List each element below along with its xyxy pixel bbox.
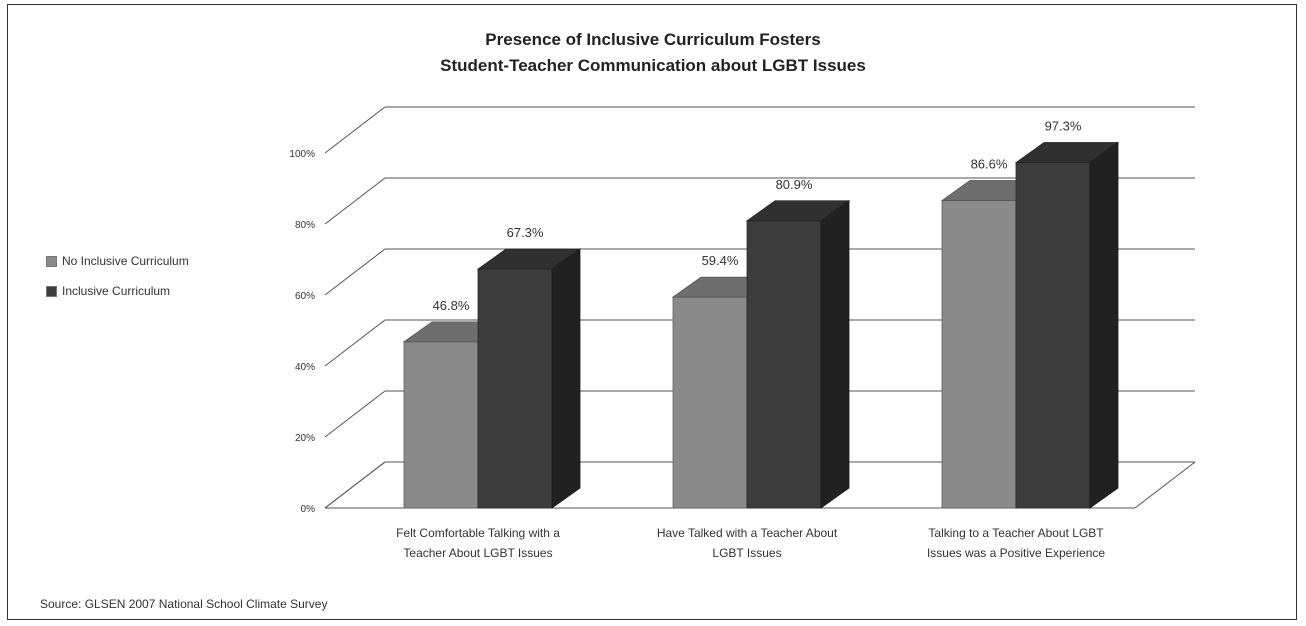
legend-swatch-inclusive: [46, 285, 57, 297]
bar-side: [820, 200, 850, 509]
legend-label-no-inclusive: No Inclusive Curriculum: [62, 254, 189, 268]
gridline-side: [324, 319, 386, 367]
bar-side: [551, 248, 581, 509]
gridline-side: [324, 390, 386, 438]
data-label: 86.6%: [971, 157, 1008, 172]
y-tick-label: 60%: [295, 291, 315, 302]
y-tick-label: 20%: [295, 433, 315, 444]
gridline-side: [324, 177, 386, 225]
floor-left-edge: [324, 461, 386, 509]
data-label: 46.8%: [433, 298, 470, 313]
x-category-label: Talking to a Teacher About LGBT Issues wa…: [927, 526, 1105, 560]
legend-item-no-inclusive: No Inclusive Curriculum: [46, 246, 189, 276]
x-category-label-line: Felt Comfortable Talking with a: [396, 526, 560, 540]
bar-front: [1015, 162, 1091, 509]
floor-right-edge: [1134, 461, 1196, 509]
legend: No Inclusive Curriculum Inclusive Curric…: [46, 246, 189, 306]
x-category-label: Felt Comfortable Talking with a Teacher A…: [396, 526, 560, 560]
y-tick-label: 0%: [301, 504, 316, 515]
bar-front: [672, 296, 748, 509]
x-category-label-line: Talking to a Teacher About LGBT: [928, 526, 1104, 540]
gridline-side: [324, 248, 386, 296]
x-category-label: Have Talked with a Teacher About LGBT Iss…: [657, 526, 838, 560]
x-category-label-line: Have Talked with a Teacher About: [657, 526, 838, 540]
x-category-label-line: Teacher About LGBT Issues: [403, 546, 552, 560]
bar-front: [477, 268, 553, 509]
chart-title-line-2: Student-Teacher Communication about LGBT…: [440, 56, 866, 75]
bar-front: [746, 220, 822, 509]
source-note: Source: GLSEN 2007 National School Clima…: [40, 597, 328, 611]
y-tick-label: 40%: [295, 362, 315, 373]
legend-label-inclusive: Inclusive Curriculum: [62, 284, 171, 298]
gridline-side: [324, 106, 386, 154]
chart-title-line-1: Presence of Inclusive Curriculum Fosters: [485, 30, 821, 49]
bar-front: [941, 200, 1017, 509]
y-tick-label: 100%: [289, 149, 315, 160]
data-label: 97.3%: [1045, 119, 1082, 134]
bar-front: [403, 341, 479, 509]
x-category-label-line: Issues was a Positive Experience: [927, 546, 1105, 560]
legend-item-inclusive: Inclusive Curriculum: [46, 276, 189, 306]
y-tick-label: 80%: [295, 220, 315, 231]
bar-side: [1089, 141, 1119, 509]
data-label: 67.3%: [507, 225, 544, 240]
data-label: 80.9%: [776, 177, 813, 192]
legend-swatch-no-inclusive: [46, 255, 57, 267]
x-category-label-line: LGBT Issues: [712, 546, 781, 560]
data-label: 59.4%: [702, 253, 739, 268]
